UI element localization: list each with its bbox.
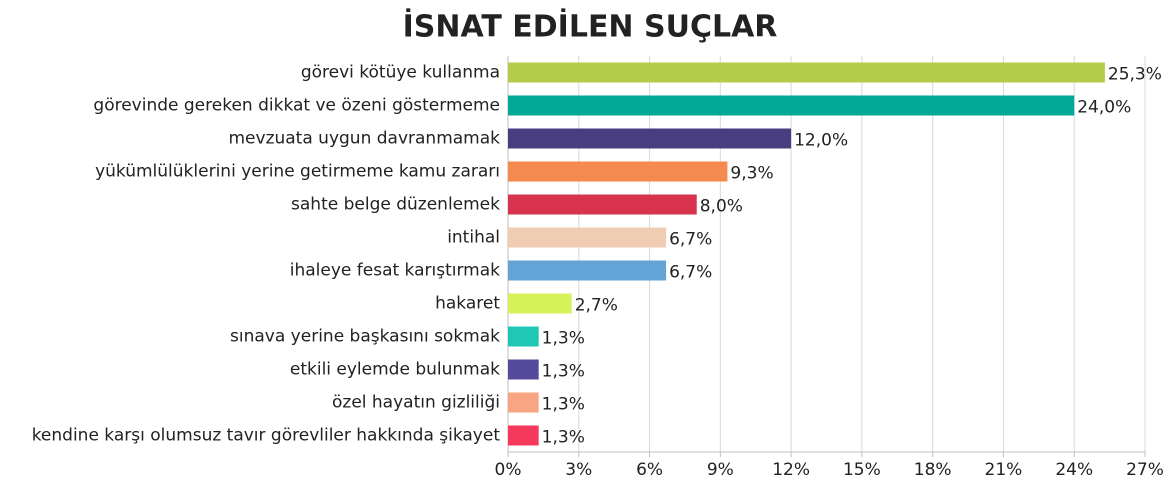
y-tick-label: kendine karşı olumsuz tavır görevliler h… [32,426,501,446]
data-label: 1,3% [542,395,585,415]
data-label: 1,3% [542,329,585,349]
bar [508,359,539,380]
data-label: 24,0% [1077,98,1131,118]
bar [508,95,1075,116]
y-tick-label: sahte belge düzenlemek [291,195,500,215]
x-tick-label: 6% [636,460,663,480]
y-tick-label: etkili eylemde bulunmak [290,360,500,380]
data-label: 25,3% [1108,65,1162,85]
bar [508,293,572,314]
data-label: 12,0% [794,131,848,151]
x-tick-label: 9% [707,460,734,480]
data-label: 6,7% [669,263,712,283]
y-tick-label: sınava yerine başkasını sokmak [230,327,500,347]
x-tick-label: 0% [495,460,522,480]
bar [508,62,1105,83]
y-tick-label: görevi kötüye kullanma [301,63,500,83]
bar [508,392,539,413]
data-label: 1,3% [542,428,585,448]
data-label: 8,0% [700,197,743,217]
y-tick-label: intihal [447,228,500,248]
bar [508,227,667,248]
x-tick-label: 12% [772,460,810,480]
x-tick-label: 27% [1126,460,1164,480]
data-label: 6,7% [669,230,712,250]
y-tick-label: özel hayatın gizliliği [332,393,500,413]
x-tick-label: 15% [843,460,881,480]
bar [508,128,792,149]
chart-title: İSNAT EDİLEN SUÇLAR [403,9,778,45]
x-tick-label: 24% [1055,460,1093,480]
bar [508,161,728,182]
data-label: 1,3% [542,362,585,382]
bar [508,194,697,215]
y-tick-label: görevinde gereken dikkat ve özeni göster… [93,96,500,116]
y-tick-label: hakaret [435,294,500,314]
y-tick-label: ihaleye fesat karıştırmak [290,261,500,281]
x-tick-label: 21% [985,460,1023,480]
x-tick-label: 3% [565,460,592,480]
bar [508,260,667,281]
bar [508,326,539,347]
y-tick-label: yükümlülüklerini yerine getirmeme kamu z… [95,162,500,182]
bar [508,425,539,446]
data-label: 9,3% [730,164,773,184]
data-label: 2,7% [575,296,618,316]
x-tick-label: 18% [914,460,952,480]
y-tick-label: mevzuata uygun davranmamak [228,129,500,149]
